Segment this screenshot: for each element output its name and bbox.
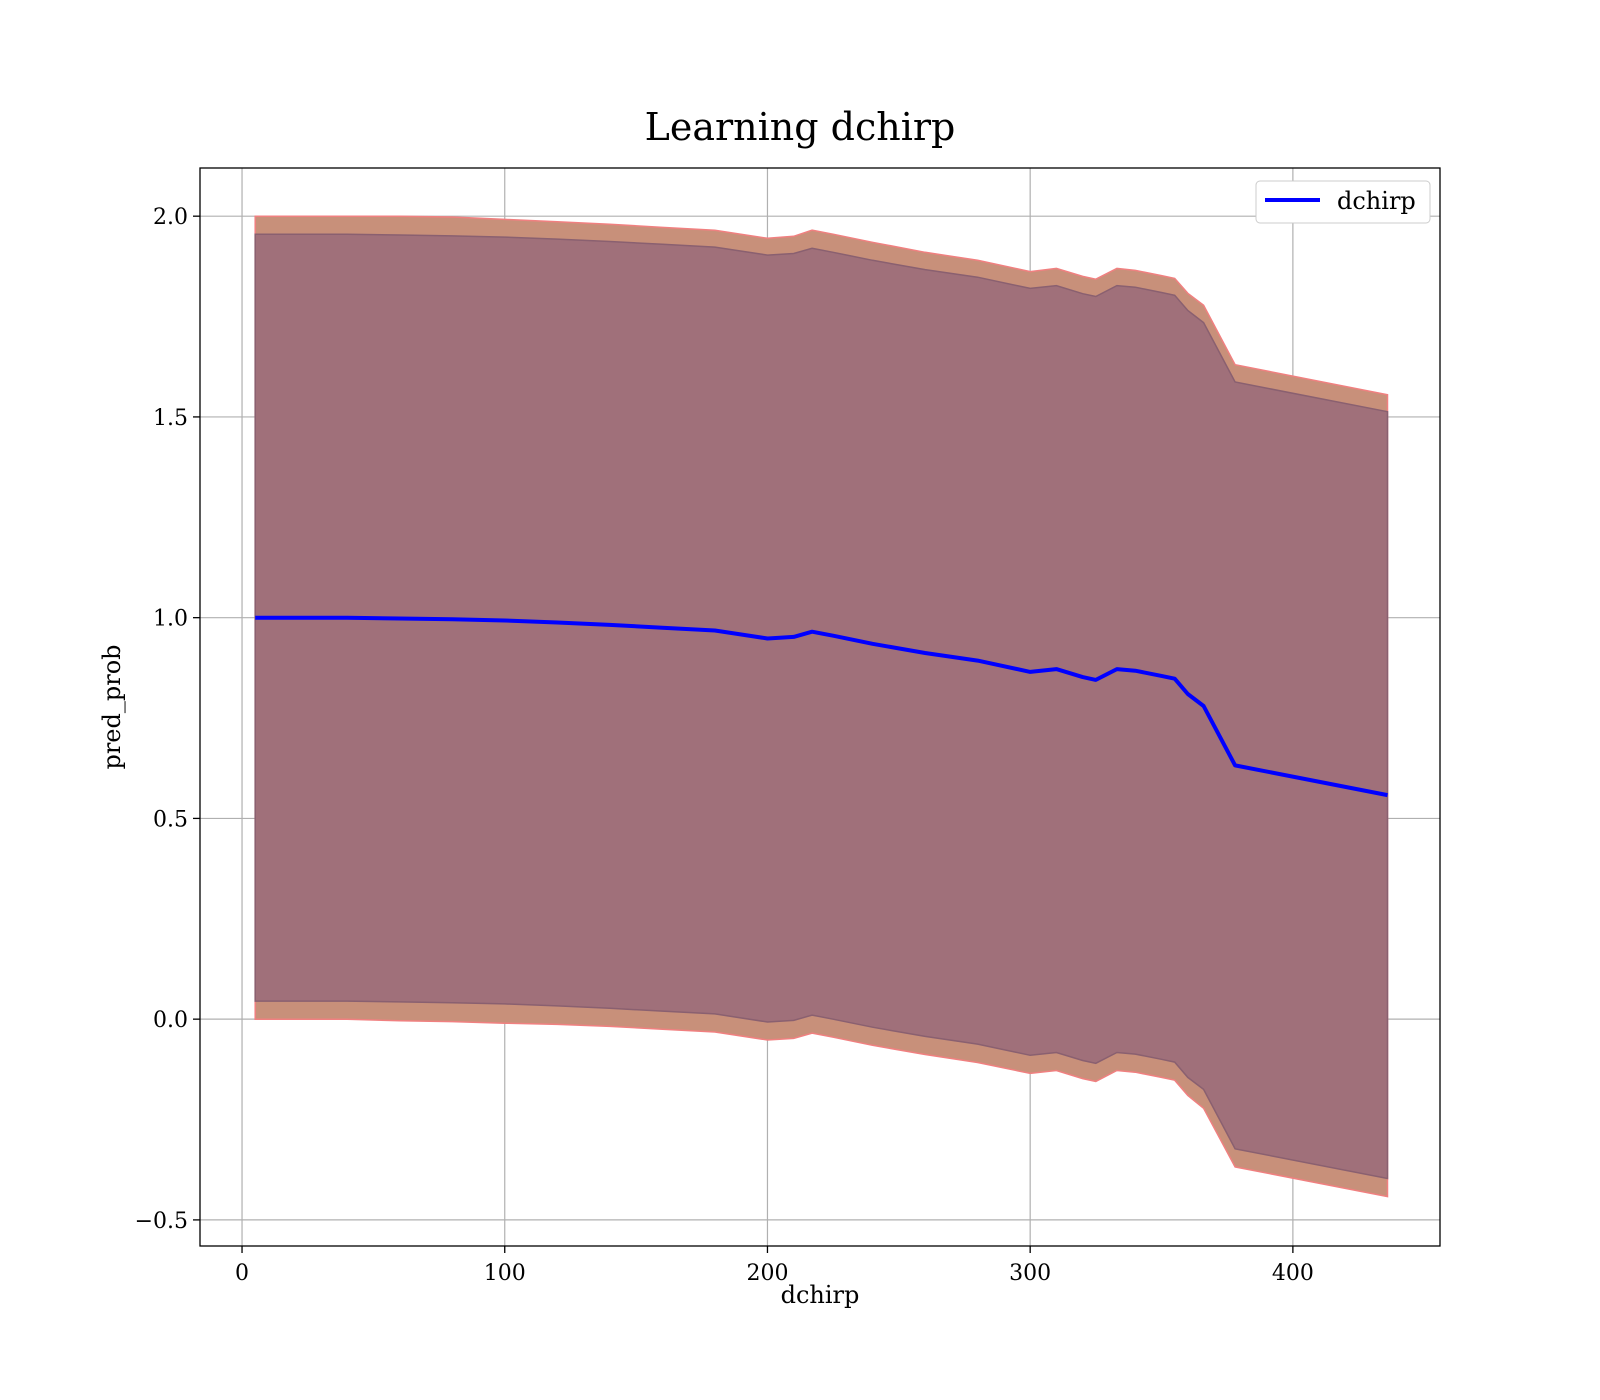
x-axis-label: dchirp bbox=[781, 1281, 860, 1309]
y-tick-label: 1.5 bbox=[153, 406, 188, 431]
y-tick-label: 0.0 bbox=[153, 1008, 188, 1033]
y-tick-label: −0.5 bbox=[135, 1209, 188, 1234]
x-tick-label: 400 bbox=[1272, 1261, 1314, 1286]
legend-box bbox=[1255, 180, 1431, 224]
y-tick-label: 0.5 bbox=[153, 807, 188, 832]
y-axis-ticks: −0.5 0.0 0.5 1.0 1.5 2.0 bbox=[135, 205, 200, 1234]
x-axis-ticks: 0 100 200 300 400 bbox=[235, 1246, 1314, 1286]
plot-frame bbox=[199, 167, 1441, 1247]
series-line-dchirp bbox=[255, 615, 1388, 798]
x-tick-label: 0 bbox=[235, 1261, 249, 1286]
chart-title: Learning dchirp bbox=[645, 105, 956, 149]
confidence-bands bbox=[254, 215, 1389, 1198]
series-layer bbox=[255, 615, 1388, 798]
y-axis-label: pred_prob bbox=[98, 644, 126, 769]
confidence-band-2 bbox=[254, 233, 1389, 1180]
legend: dchirp bbox=[1255, 180, 1431, 224]
legend-label-dchirp: dchirp bbox=[1337, 187, 1416, 215]
x-tick-label: 100 bbox=[484, 1261, 526, 1286]
x-tick-label: 200 bbox=[746, 1261, 788, 1286]
x-tick-label: 300 bbox=[1009, 1261, 1051, 1286]
y-tick-label: 2.0 bbox=[153, 205, 188, 230]
y-tick-label: 1.0 bbox=[153, 607, 188, 632]
